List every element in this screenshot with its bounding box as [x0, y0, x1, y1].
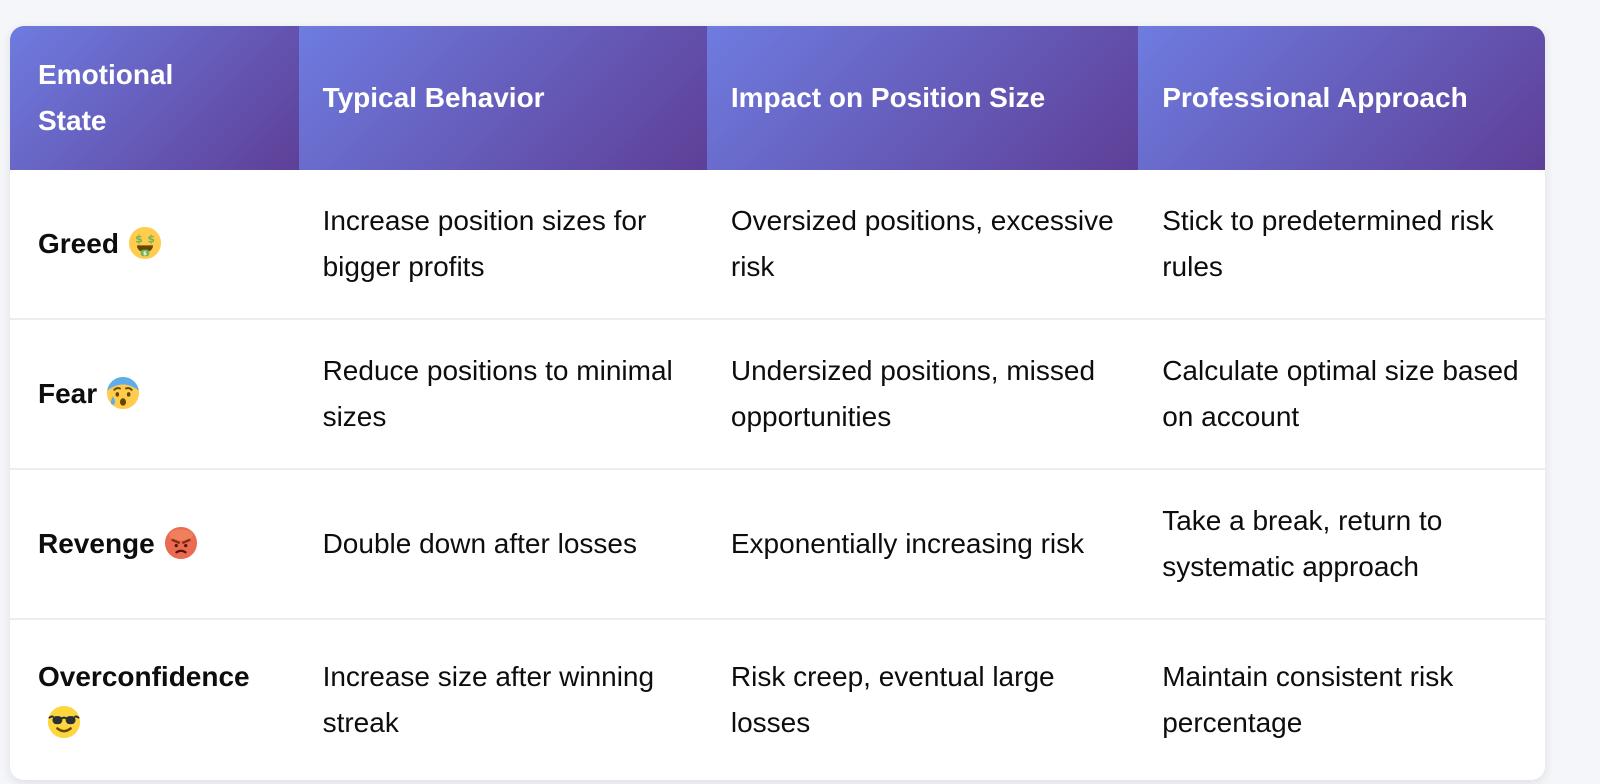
behavior-text: Reduce positions to minimal sizes: [322, 355, 673, 432]
cell-emotional-state: Fear: [10, 320, 299, 468]
cell-emotional-state: Overconfidence: [10, 620, 299, 780]
cell-impact: Oversized positions, excessive risk: [707, 170, 1138, 318]
header-label-typical-behavior: Typical Behavior: [322, 82, 545, 113]
state-label: Greed: [38, 228, 119, 259]
cell-emotional-state: Greed $ $ $: [10, 170, 299, 318]
smiling-face-with-sunglasses-emoji-icon: [47, 705, 81, 739]
cell-typical-behavior: Increase position sizes for bigger profi…: [299, 170, 707, 318]
table-row-overconfidence: Overconfidence Increase size after winni…: [10, 618, 1545, 780]
header-label-impact-on-position-size: Impact on Position Size: [730, 82, 1046, 113]
svg-text:$: $: [135, 233, 143, 246]
cell-impact: Undersized positions, missed opportuniti…: [707, 320, 1138, 468]
cell-impact: Exponentially increasing risk: [707, 470, 1138, 618]
header-cell-emotional-state: Emotional State: [10, 26, 299, 170]
behavior-text: Double down after losses: [322, 528, 637, 559]
header-cell-typical-behavior: Typical Behavior: [298, 26, 707, 170]
cell-approach: Maintain consistent risk percentage: [1138, 620, 1545, 780]
impact-text: Risk creep, eventual large losses: [730, 661, 1055, 738]
impact-text: Exponentially increasing risk: [730, 528, 1085, 559]
impact-text: Undersized positions, missed opportuniti…: [730, 355, 1096, 432]
emotional-states-table: Emotional State Typical Behavior Impact …: [10, 26, 1545, 780]
cell-impact: Risk creep, eventual large losses: [707, 620, 1138, 780]
table-row-revenge: Revenge Double down after losses Exponen…: [10, 468, 1545, 618]
state-label: Revenge: [38, 528, 155, 559]
approach-text: Take a break, return to systematic appro…: [1162, 505, 1443, 582]
header-cell-impact-on-position-size: Impact on Position Size: [706, 26, 1139, 170]
svg-text:$: $: [143, 251, 147, 257]
anxious-face-with-sweat-emoji-icon: [106, 376, 140, 410]
cell-typical-behavior: Double down after losses: [299, 470, 707, 618]
impact-text: Oversized positions, excessive risk: [730, 205, 1114, 282]
svg-text:$: $: [147, 233, 155, 246]
state-label: Overconfidence: [38, 661, 250, 692]
cell-approach: Stick to predetermined risk rules: [1138, 170, 1545, 318]
cell-typical-behavior: Reduce positions to minimal sizes: [299, 320, 707, 468]
approach-text: Maintain consistent risk percentage: [1162, 661, 1454, 738]
cell-typical-behavior: Increase size after winning streak: [299, 620, 707, 780]
behavior-text: Increase position sizes for bigger profi…: [322, 205, 647, 282]
header-label-professional-approach: Professional Approach: [1162, 82, 1468, 113]
cell-approach: Calculate optimal size based on account: [1138, 320, 1545, 468]
table-header-row: Emotional State Typical Behavior Impact …: [10, 26, 1545, 170]
state-label: Fear: [38, 378, 98, 409]
approach-text: Stick to predetermined risk rules: [1162, 205, 1494, 282]
header-cell-professional-approach: Professional Approach: [1138, 26, 1545, 170]
approach-text: Calculate optimal size based on account: [1162, 355, 1519, 432]
money-mouth-face-emoji-icon: $ $ $: [128, 226, 162, 260]
behavior-text: Increase size after winning streak: [322, 661, 655, 738]
table-row-greed: Greed $ $ $ Increase position sizes for …: [10, 170, 1545, 318]
header-label-emotional-state: Emotional State: [38, 59, 174, 136]
table-row-fear: Fear Reduce positions to minimal sizes U…: [10, 318, 1545, 468]
cell-emotional-state: Revenge: [10, 470, 299, 618]
enraged-face-emoji-icon: [164, 526, 198, 560]
cell-approach: Take a break, return to systematic appro…: [1138, 470, 1545, 618]
